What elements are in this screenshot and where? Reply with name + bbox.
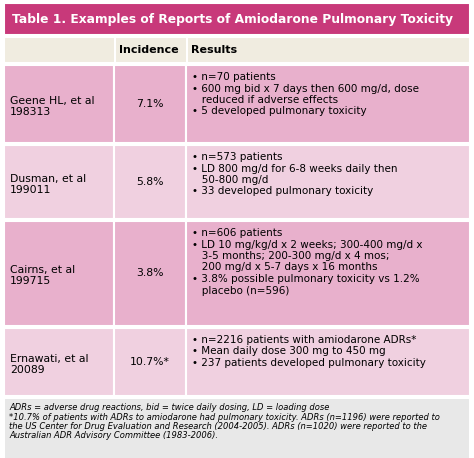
Text: 199715: 199715 (10, 277, 51, 287)
Bar (4, 3, 470, 35)
Text: • n=573 patients: • n=573 patients (192, 152, 282, 162)
Bar (4, 37, 470, 63)
Text: • n=606 patients: • n=606 patients (192, 228, 282, 238)
Text: Table 1. Examples of Reports of Amiodarone Pulmonary Toxicity: Table 1. Examples of Reports of Amiodaro… (12, 12, 453, 26)
Text: Ernawati, et al: Ernawati, et al (10, 354, 89, 364)
Bar (4, 145, 113, 219)
Text: • LD 10 mg/kg/d x 2 weeks; 300-400 mg/d x: • LD 10 mg/kg/d x 2 weeks; 300-400 mg/d … (192, 240, 422, 250)
Text: placebo (n=596): placebo (n=596) (192, 285, 289, 295)
Text: 3-5 months; 200-300 mg/d x 4 mos;: 3-5 months; 200-300 mg/d x 4 mos; (192, 251, 389, 261)
Bar (113, 65, 186, 143)
Text: reduced if adverse effects: reduced if adverse effects (192, 95, 338, 105)
Bar (186, 37, 188, 63)
Bar (185, 145, 187, 219)
Bar (113, 328, 186, 396)
Text: 199011: 199011 (10, 185, 51, 195)
Text: • LD 800 mg/d for 6-8 weeks daily then: • LD 800 mg/d for 6-8 weeks daily then (192, 164, 397, 174)
Text: • n=70 patients: • n=70 patients (192, 72, 275, 82)
Bar (112, 221, 115, 326)
Bar (4, 328, 113, 396)
Text: • 5 developed pulmonary toxicity: • 5 developed pulmonary toxicity (192, 107, 366, 116)
Text: • 3.8% possible pulmonary toxicity vs 1.2%: • 3.8% possible pulmonary toxicity vs 1.… (192, 274, 419, 284)
Text: 10.7%*: 10.7%* (130, 357, 170, 367)
Text: Dusman, et al: Dusman, et al (10, 174, 86, 184)
Text: • 600 mg bid x 7 days then 600 mg/d, dose: • 600 mg bid x 7 days then 600 mg/d, dos… (192, 83, 419, 93)
Bar (186, 145, 470, 219)
Text: • Mean daily dose 300 mg to 450 mg: • Mean daily dose 300 mg to 450 mg (192, 347, 385, 356)
Text: 7.1%: 7.1% (136, 99, 164, 109)
Bar (185, 328, 187, 396)
Text: Cairns, et al: Cairns, et al (10, 266, 75, 276)
Text: 20089: 20089 (10, 365, 45, 375)
Bar (4, 398, 470, 458)
Bar (112, 328, 115, 396)
Bar (113, 145, 186, 219)
Text: 50-800 mg/d: 50-800 mg/d (192, 175, 268, 185)
Bar (185, 65, 187, 143)
Text: ADRs = adverse drug reactions, bid = twice daily dosing, LD = loading dose: ADRs = adverse drug reactions, bid = twi… (9, 403, 329, 412)
Bar (186, 65, 470, 143)
Text: *10.7% of patients with ADRs to amiodarone had pulmonary toxicity. ADRs (n=1196): *10.7% of patients with ADRs to amiodaro… (9, 413, 440, 421)
Text: Geene HL, et al: Geene HL, et al (10, 96, 94, 106)
Bar (186, 221, 470, 326)
Text: • 33 developed pulmonary toxicity: • 33 developed pulmonary toxicity (192, 186, 373, 196)
Bar (112, 145, 115, 219)
Text: 200 mg/d x 5-7 days x 16 months: 200 mg/d x 5-7 days x 16 months (192, 262, 377, 273)
Text: Results: Results (191, 45, 237, 55)
Text: • 237 patients developed pulmonary toxicity: • 237 patients developed pulmonary toxic… (192, 358, 426, 368)
Bar (4, 221, 113, 326)
Bar (185, 221, 187, 326)
Text: 5.8%: 5.8% (136, 177, 164, 187)
Text: 3.8%: 3.8% (136, 268, 164, 278)
Text: 198313: 198313 (10, 107, 51, 117)
Bar (113, 37, 116, 63)
Bar (112, 65, 115, 143)
Text: Australian ADR Advisory Committee (1983-2006).: Australian ADR Advisory Committee (1983-… (9, 431, 218, 441)
Bar (4, 65, 113, 143)
Bar (186, 328, 470, 396)
Text: Incidence: Incidence (118, 45, 178, 55)
Bar (113, 221, 186, 326)
Text: • n=2216 patients with amiodarone ADRs*: • n=2216 patients with amiodarone ADRs* (192, 335, 416, 345)
Text: the US Center for Drug Evaluation and Research (2004-2005). ADRs (n=1020) were r: the US Center for Drug Evaluation and Re… (9, 422, 427, 431)
